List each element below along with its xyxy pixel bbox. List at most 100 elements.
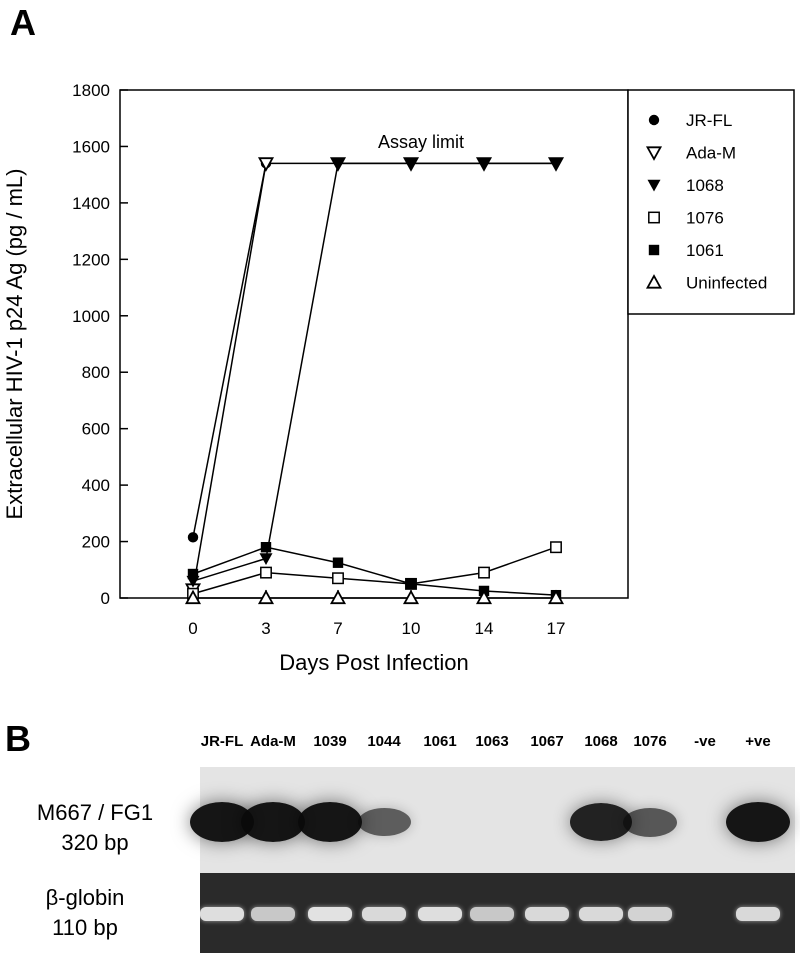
legend-marker (648, 114, 660, 126)
legend-box (627, 89, 795, 315)
data-point (260, 566, 272, 579)
gel-band-110bp (308, 907, 352, 921)
gel-band-320bp (570, 803, 632, 841)
gel-band-320bp (241, 802, 305, 842)
gel-band-110bp (251, 907, 295, 921)
x-tick-label: 14 (475, 619, 494, 638)
data-point (187, 568, 199, 580)
x-tick-label: 3 (261, 619, 270, 638)
gel-band-320bp (357, 808, 411, 836)
gel-band-110bp (579, 907, 623, 921)
data-point (405, 578, 417, 590)
data-point (478, 566, 490, 579)
gel-band-110bp (362, 907, 406, 921)
gel-band-110bp (628, 907, 672, 921)
gel-lane-label: 1061 (423, 733, 457, 750)
gel-top-label-size: 320 bp (61, 830, 129, 855)
y-tick-label: 200 (82, 533, 110, 552)
legend-label: 1076 (686, 209, 724, 228)
gel-top-row-label: M667 / FG1 320 bp (0, 798, 190, 858)
data-point (329, 589, 347, 605)
data-point (332, 572, 344, 585)
legend-marker (645, 146, 663, 161)
gel-lane-label: +ve (745, 733, 771, 750)
gel-band-320bp (623, 807, 677, 837)
data-point (187, 532, 199, 543)
gel-lane-label: 1068 (584, 733, 618, 750)
legend-label: JR-FL (686, 111, 732, 130)
data-point (259, 553, 273, 565)
legend-marker (648, 211, 660, 224)
chart-legend: JR-FL Ada-M 1068 1076 1061 Uninfected (627, 89, 795, 315)
gel-band-110bp (470, 907, 514, 921)
gel-band-320bp (726, 802, 790, 842)
x-tick-label: 10 (402, 619, 421, 638)
gel-band-110bp (418, 907, 462, 921)
gel-band-110bp (736, 907, 780, 921)
x-tick-label: 17 (547, 619, 566, 638)
data-point (549, 158, 563, 170)
legend-marker (645, 274, 663, 289)
legend-label: 1061 (686, 241, 724, 260)
x-axis-label: Days Post Infection (279, 650, 469, 675)
y-tick-label: 800 (82, 363, 110, 382)
gel-top-label-primer: M667 / FG1 (36, 800, 154, 825)
data-point (331, 158, 345, 170)
series-line (192, 162, 556, 590)
legend-label: Uninfected (686, 274, 767, 293)
assay-limit-annotation: Assay limit (378, 132, 464, 152)
gel-lane-label: JR-FL (200, 733, 244, 750)
data-point (547, 589, 565, 605)
chart-lines (192, 162, 557, 599)
data-point (332, 557, 344, 568)
gel-image-top (190, 767, 795, 873)
y-axis-label: Extracellular HIV-1 p24 Ag (pg / mL) (2, 169, 27, 520)
x-tick-label: 0 (188, 619, 197, 638)
data-point (260, 542, 272, 553)
gel-lane-label: -ve (694, 733, 716, 750)
gel-lane-label: 1076 (633, 733, 667, 750)
series-line (192, 163, 267, 538)
gel-lane-label: 1044 (367, 733, 401, 750)
series-line (192, 162, 556, 582)
legend-marker (647, 179, 661, 192)
data-point (402, 589, 420, 605)
gel-band-110bp (200, 907, 244, 921)
gel-bottom-label-gene: β-globin (45, 885, 125, 910)
y-tick-label: 600 (82, 420, 110, 439)
gel-bottom-label-size: 110 bp (52, 915, 118, 940)
gel-lane-label: 1063 (475, 733, 509, 750)
y-tick-label: 1800 (72, 81, 110, 100)
gel-lane-label: Ada-M (250, 733, 296, 750)
legend-marker (648, 244, 660, 256)
data-point (184, 589, 202, 605)
y-tick-label: 1400 (72, 194, 110, 213)
gel-lane-label: 1039 (313, 733, 347, 750)
series-line (192, 546, 557, 596)
y-tick-label: 1000 (72, 307, 110, 326)
line-chart: 0 200 400 600 800 1000 1200 1400 1600 1800 0 3 7 10 14… (2, 81, 795, 675)
chart-markers (184, 157, 565, 605)
gel-band-110bp (525, 907, 569, 921)
gel-band-320bp (298, 802, 362, 842)
legend-label: 1068 (686, 176, 724, 195)
data-point (477, 158, 491, 170)
gel-lane-label: 1067 (530, 733, 564, 750)
chart-axes: 0 200 400 600 800 1000 1200 1400 1600 1800 0 3 7 10 14… (72, 81, 629, 638)
series-line (192, 546, 557, 595)
data-point (475, 589, 493, 605)
data-point (404, 158, 418, 170)
data-point (257, 157, 275, 172)
y-tick-label: 0 (101, 589, 110, 608)
data-point (257, 589, 275, 605)
gel-image-bottom (200, 873, 795, 953)
panel-a-letter: A (10, 2, 36, 43)
panel-b-letter: B (5, 718, 31, 759)
x-tick-label: 7 (333, 619, 342, 638)
y-tick-label: 1600 (72, 137, 110, 156)
gel-bottom-row-label: β-globin 110 bp (0, 883, 170, 943)
y-tick-label: 400 (82, 476, 110, 495)
data-point (550, 541, 562, 554)
legend-label: Ada-M (686, 144, 736, 163)
y-tick-label: 1200 (72, 250, 110, 269)
